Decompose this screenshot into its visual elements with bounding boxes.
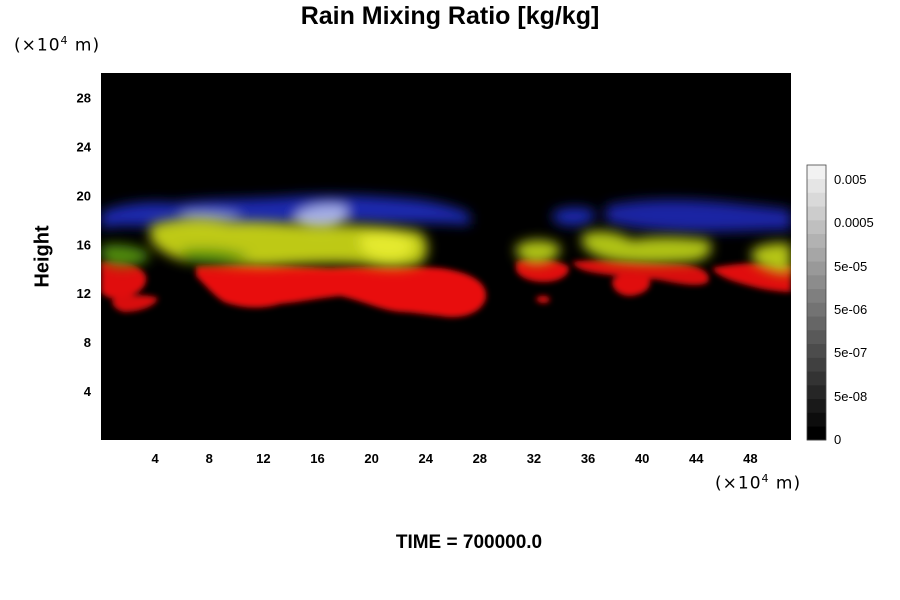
y-tick-label: 12 — [77, 286, 91, 301]
region-red-left — [101, 260, 147, 299]
colorbar-level — [807, 330, 826, 345]
colorbar-label: 5e-07 — [834, 345, 867, 360]
colorbar-level — [807, 316, 826, 331]
colorbar-level — [807, 275, 826, 290]
y-tick-label: 8 — [84, 335, 91, 350]
colorbar-level — [807, 261, 826, 276]
x-tick-label: 16 — [310, 451, 324, 466]
colorbar-level — [807, 247, 826, 262]
colorbar-level — [807, 371, 826, 386]
cloud-mixed — [101, 218, 791, 274]
y-axis-unit: (×104 m) — [14, 34, 101, 56]
y-tick-label: 28 — [77, 90, 91, 105]
region-green-mid — [180, 248, 250, 264]
colorbar-level — [807, 357, 826, 372]
x-tick-label: 48 — [743, 451, 757, 466]
region-red-main — [196, 264, 487, 318]
colorbar-label: 5e-05 — [834, 259, 867, 274]
x-tick-label: 4 — [152, 451, 160, 466]
region-yellow-mid — [516, 240, 561, 264]
chart-title: Rain Mixing Ratio [kg/kg] — [300, 2, 600, 30]
region-yellow-right — [582, 231, 712, 264]
colorbar-level — [807, 165, 826, 180]
colorbar-label: 0 — [834, 432, 841, 447]
y-tick-label: 20 — [77, 188, 91, 203]
y-tick-label: 16 — [77, 237, 91, 252]
cloud-right-ice — [552, 199, 791, 232]
time-label: TIME = 700000.0 — [395, 532, 543, 553]
x-tick-label: 40 — [635, 451, 649, 466]
x-axis-ticks: 4 8 12 16 20 24 28 32 36 40 44 48 — [152, 451, 758, 466]
region-red-dot — [536, 295, 550, 303]
colorbar-level — [807, 178, 826, 193]
region-yellow-far-right — [752, 242, 791, 274]
x-tick-label: 32 — [527, 451, 541, 466]
x-tick-label: 12 — [256, 451, 270, 466]
colorbar-label: 5e-06 — [834, 302, 867, 317]
x-tick-label: 20 — [364, 451, 378, 466]
colorbar-level — [807, 398, 826, 413]
x-tick-label: 8 — [206, 451, 213, 466]
region-blue-right — [552, 207, 596, 226]
colorbar-level — [807, 206, 826, 221]
x-tick-label: 28 — [473, 451, 487, 466]
colorbar-level — [807, 192, 826, 207]
x-tick-label: 36 — [581, 451, 595, 466]
colorbar-level — [807, 385, 826, 400]
colorbar-label: 5e-08 — [834, 389, 867, 404]
colorbar-level — [807, 343, 826, 358]
y-tick-label: 4 — [84, 384, 92, 399]
region-red-mid — [516, 258, 569, 282]
colorbar-level — [807, 426, 826, 441]
y-axis-ticks: 4 8 12 16 20 24 28 — [77, 90, 92, 399]
region-green-left — [101, 244, 150, 267]
rain-field — [101, 195, 791, 318]
colorbar: 0.005 0.0005 5e-05 5e-06 5e-07 5e-08 0 — [806, 164, 874, 447]
region-yellow-core — [360, 232, 415, 261]
x-axis-unit: (×104 m) — [715, 472, 802, 494]
region-red-left-2 — [112, 295, 158, 312]
colorbar-label: 0.005 — [834, 172, 867, 187]
colorbar-level — [807, 233, 826, 248]
region-red-right-blob — [612, 274, 651, 296]
y-tick-label: 24 — [77, 139, 92, 154]
colorbar-label: 0.0005 — [834, 215, 874, 230]
region-red-right — [572, 260, 709, 286]
x-tick-label: 44 — [689, 451, 704, 466]
x-tick-label: 24 — [418, 451, 433, 466]
colorbar-frame — [806, 164, 827, 441]
colorbar-level — [807, 220, 826, 235]
colorbar-level — [807, 288, 826, 303]
colorbar-level — [807, 412, 826, 427]
colorbar-level — [807, 302, 826, 317]
region-blue-right-2 — [606, 199, 791, 232]
